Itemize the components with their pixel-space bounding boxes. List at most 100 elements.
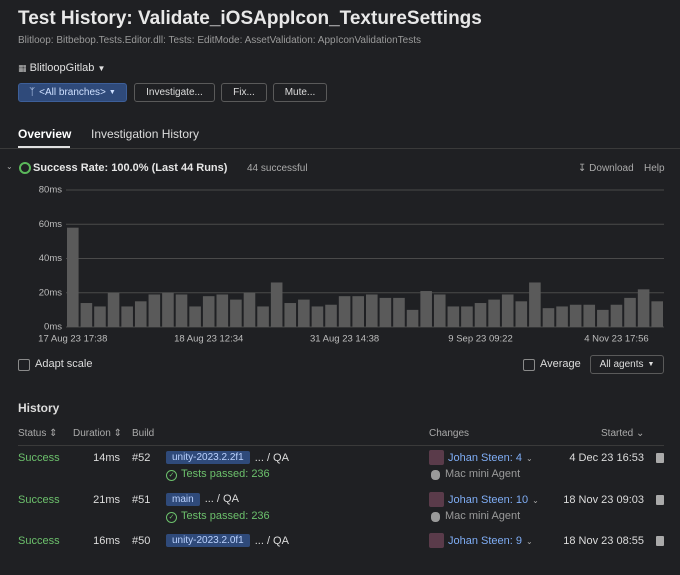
col-started[interactable]: Started ⌄: [601, 428, 644, 439]
bar: [352, 296, 364, 327]
bar: [203, 296, 215, 327]
bar: [271, 282, 283, 327]
bar: [529, 282, 541, 327]
changes[interactable]: Johan Steen: 4⌄: [448, 452, 533, 464]
bar: [244, 293, 256, 327]
agent: Mac mini Agent: [445, 468, 520, 480]
bar: [366, 294, 378, 327]
branch-info: main ... / QA: [166, 493, 239, 506]
average-label: Average: [540, 358, 581, 370]
started: 4 Dec 23 16:53: [540, 452, 644, 464]
average-checkbox[interactable]: [523, 359, 535, 371]
bar: [67, 228, 79, 327]
bar: [217, 294, 229, 327]
branch-pill[interactable]: unity-2023.2.2f1: [166, 451, 250, 464]
agents-dropdown[interactable]: All agents▼: [590, 355, 664, 374]
success-rate: Success Rate: 100.0% (Last 44 Runs): [33, 162, 227, 174]
avatar: [429, 450, 444, 465]
x-tick-label: 4 Nov 23 17:56: [584, 334, 648, 345]
col-started-label: Started: [601, 428, 633, 439]
bar: [516, 301, 528, 327]
log-icon[interactable]: [656, 495, 664, 505]
bar: [230, 300, 242, 327]
tests-text: Tests passed: 236: [181, 510, 270, 522]
branch-pill[interactable]: main: [166, 493, 200, 506]
status-ring: [19, 162, 31, 174]
fix-button[interactable]: Fix...: [221, 83, 267, 102]
help-link[interactable]: Help: [644, 163, 665, 174]
bar: [543, 308, 555, 327]
download-link[interactable]: ↧ Download: [578, 163, 634, 174]
bar: [407, 310, 419, 327]
changes-text: Johan Steen: 10: [448, 494, 528, 506]
col-duration[interactable]: Duration ⇕: [73, 428, 122, 439]
started: 18 Nov 23 09:03: [540, 494, 644, 506]
y-tick-label: 40ms: [39, 253, 62, 264]
collapse-toggle[interactable]: ⌄: [6, 162, 13, 171]
divider: [0, 148, 680, 149]
project-selector[interactable]: ▦ BlitloopGitlab ▼: [18, 62, 105, 74]
history-row[interactable]: Success16ms#50unity-2023.2.0f1... / QAJo…: [0, 535, 680, 575]
bar: [461, 306, 473, 327]
bar: [94, 306, 106, 327]
col-status[interactable]: Status ⇕: [18, 428, 58, 439]
log-icon[interactable]: [656, 453, 664, 463]
bar: [284, 303, 296, 327]
changes-text: Johan Steen: 9: [448, 535, 522, 547]
x-tick-label: 31 Aug 23 14:38: [310, 334, 379, 345]
y-tick-label: 80ms: [39, 185, 62, 196]
bar: [420, 291, 432, 327]
tests: ✓ Tests passed: 236: [166, 510, 270, 523]
bar: [393, 298, 405, 327]
build: #51: [132, 494, 150, 506]
history-row[interactable]: Success21ms#51main... / QA✓Tests passed:…: [0, 494, 680, 534]
duration-chart: 0ms20ms40ms60ms80ms17 Aug 23 17:3818 Aug…: [0, 180, 680, 350]
bar: [380, 298, 392, 327]
y-tick-label: 60ms: [39, 219, 62, 230]
adapt-scale-checkbox[interactable]: [18, 359, 30, 371]
path: ... / QA: [205, 493, 239, 505]
agent-icon: [431, 470, 440, 480]
branch-info: unity-2023.2.2f1... / QA: [166, 451, 289, 464]
changes[interactable]: Johan Steen: 10⌄: [448, 494, 539, 506]
bar: [81, 303, 93, 327]
bar: [434, 294, 446, 327]
mute-button[interactable]: Mute...: [273, 83, 327, 102]
tab-overview[interactable]: Overview: [18, 127, 71, 141]
history-title: History: [18, 401, 59, 415]
bar: [312, 306, 324, 327]
path: ... / QA: [255, 535, 289, 547]
y-tick-label: 0ms: [44, 322, 62, 333]
col-status-label: Status: [18, 428, 46, 439]
bar: [556, 306, 568, 327]
tab-investigation[interactable]: Investigation History: [91, 127, 199, 141]
history-row[interactable]: Success14ms#52unity-2023.2.2f1... / QA✓T…: [0, 452, 680, 492]
bar: [570, 305, 582, 327]
avatar: [429, 492, 444, 507]
branch-selector[interactable]: ᛉ<All branches>▼: [18, 83, 127, 102]
bar: [597, 310, 609, 327]
log-icon[interactable]: [656, 536, 664, 546]
download-label: Download: [589, 163, 633, 174]
bar: [583, 305, 595, 327]
branch-label: <All branches>: [39, 87, 106, 98]
check-icon: ✓: [166, 512, 177, 523]
investigate-button[interactable]: Investigate...: [134, 83, 215, 102]
bar: [135, 301, 147, 327]
x-tick-label: 17 Aug 23 17:38: [38, 334, 107, 345]
tests-text: Tests passed: 236: [181, 468, 270, 480]
branch-pill[interactable]: unity-2023.2.0f1: [166, 534, 250, 547]
build: #50: [132, 535, 150, 547]
bar: [638, 289, 650, 327]
bar: [108, 293, 120, 327]
breadcrumb: Blitloop: Bitbebop.Tests.Editor.dll: Tes…: [18, 35, 421, 46]
bar: [325, 305, 337, 327]
check-icon: ✓: [166, 470, 177, 481]
bar: [257, 306, 269, 327]
bar: [339, 296, 351, 327]
bar: [121, 306, 133, 327]
col-duration-label: Duration: [73, 428, 111, 439]
status: Success: [18, 535, 60, 547]
bar: [611, 305, 623, 327]
changes[interactable]: Johan Steen: 9⌄: [448, 535, 533, 547]
